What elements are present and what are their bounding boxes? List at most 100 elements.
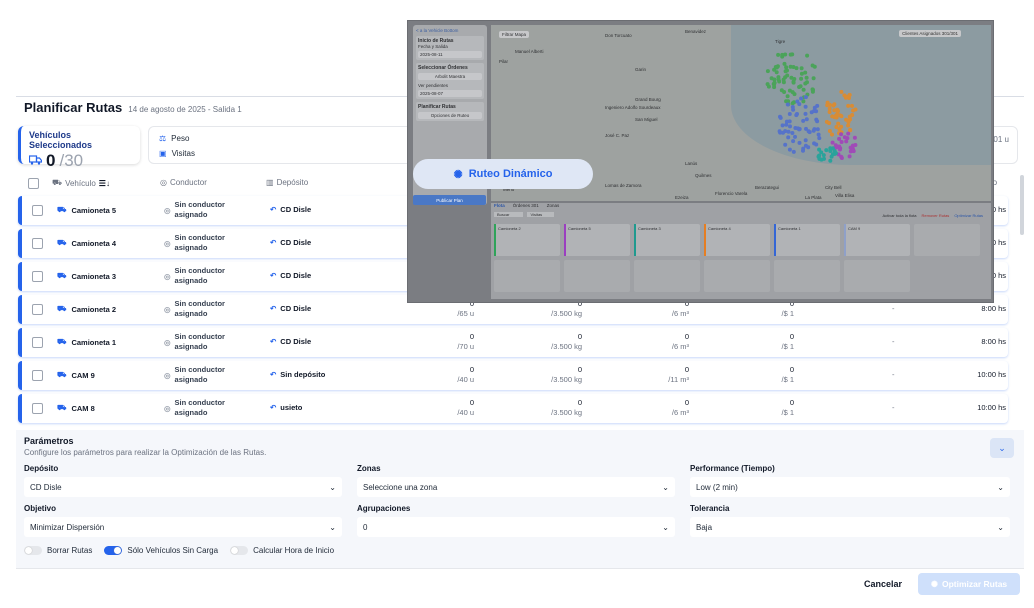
select-all-checkbox[interactable] <box>28 178 39 189</box>
tolerancia-select[interactable]: Baja ⌄ <box>690 517 1010 537</box>
map-marker <box>828 149 833 153</box>
map-marker <box>786 129 791 134</box>
map-marker <box>803 81 808 86</box>
preview-tab-zonas: Zonas <box>546 203 560 208</box>
driver-name: Sin conductor asignado <box>174 200 225 219</box>
driver-cell[interactable]: ◎ Sin conductor asignado <box>164 299 239 319</box>
vehicle-name: CAM 8 <box>71 403 95 413</box>
map-marker <box>795 112 799 116</box>
driver-cell[interactable]: ◎ Sin conductor asignado <box>164 332 239 352</box>
table-row[interactable]: ⛟ CAM 9 ◎ Sin conductor asignado ↶ Sin depósi… <box>18 361 1008 390</box>
depot-cell[interactable]: ↶ usieto <box>270 403 302 412</box>
col-vehiculo[interactable]: Vehículo <box>65 178 96 188</box>
table-scrollbar[interactable] <box>1020 175 1024 235</box>
map-marker <box>833 151 838 156</box>
return-icon: ↶ <box>270 238 277 247</box>
row-checkbox[interactable] <box>32 271 43 282</box>
driver-icon: ◎ <box>160 178 167 187</box>
card-color-bar <box>634 224 636 256</box>
params-toggles: Borrar Rutas Sólo Vehículos Sin Carga Ca… <box>24 546 334 555</box>
visits-icon: ▣ <box>159 149 167 158</box>
map-marker <box>797 85 802 89</box>
deposito-select[interactable]: CD Disle ⌄ <box>24 477 342 497</box>
row-checkbox[interactable] <box>32 238 43 249</box>
map-marker <box>839 132 844 137</box>
chevron-down-icon: ⌄ <box>329 482 336 492</box>
preview-inicio-rutas: Inicio de Rutas <box>418 38 454 44</box>
performance-select[interactable]: Low (2 min) ⌄ <box>690 477 1010 497</box>
depot-cell[interactable]: ↶ CD Disle <box>270 205 311 214</box>
map-marker <box>847 114 852 119</box>
table-row[interactable]: ⛟ CAM 8 ◎ Sin conductor asignado ↶ usieto 0/40… <box>18 394 1008 423</box>
weight-icon: ⚖ <box>159 134 167 143</box>
preview-activar-flota: Activar toda la flota <box>882 213 917 218</box>
solo-sin-carga-toggle[interactable] <box>104 546 123 555</box>
start-time-cell: 10:00 hs <box>977 370 1006 379</box>
map-marker <box>836 109 840 113</box>
vehicle-cell: ⛟ Camioneta 3 <box>57 271 116 281</box>
map-marker <box>812 141 817 146</box>
driver-cell[interactable]: ◎ Sin conductor asignado <box>164 200 239 220</box>
vehicle-cell: ⛟ CAM 9 <box>57 370 95 380</box>
tolerancia-label: Tolerancia <box>690 504 730 513</box>
map-place-label: San Miguel <box>635 117 658 122</box>
map-marker <box>774 70 779 75</box>
driver-cell[interactable]: ◎ Sin conductor asignado <box>164 233 239 253</box>
map-marker <box>821 153 826 158</box>
map-marker <box>817 147 822 152</box>
vehicle-name: Camioneta 2 <box>71 304 117 314</box>
cancel-button[interactable]: Cancelar <box>863 579 902 589</box>
vehicle-name: Camioneta 5 <box>71 205 117 215</box>
volume-cell: 0/6 m³ <box>671 398 689 417</box>
driver-cell[interactable]: ◎ Sin conductor asignado <box>164 398 239 418</box>
depot-cell[interactable]: ↶ CD Disle <box>270 304 311 313</box>
map-marker <box>801 87 806 92</box>
sort-icon[interactable]: ☰↓ <box>98 178 110 188</box>
driver-name: Sin conductor asignado <box>174 266 225 285</box>
zonas-value: Seleccione una zona <box>363 482 438 492</box>
map-marker <box>851 148 856 153</box>
zonas-select[interactable]: Seleccione una zona ⌄ <box>357 477 675 497</box>
calcular-hora-toggle[interactable] <box>230 546 249 555</box>
map-marker <box>810 63 815 68</box>
deposito-field: Depósito CD Disle ⌄ <box>24 464 342 497</box>
map-marker <box>791 65 796 69</box>
card-color-bar <box>774 224 776 256</box>
preview-vehicle-card: Camioneta 5 <box>564 224 630 256</box>
row-checkbox[interactable] <box>32 205 43 216</box>
driver-cell[interactable]: ◎ Sin conductor asignado <box>164 365 239 385</box>
agrupaciones-label: Agrupaciones <box>357 504 411 513</box>
truck-icon: ⛟ <box>57 304 67 313</box>
borrar-rutas-toggle[interactable] <box>24 546 42 555</box>
preview-ver-pendientes: Ver pendientes <box>418 83 449 88</box>
preview-empty-card <box>494 260 560 292</box>
vehicle-name: Camioneta 4 <box>71 238 117 248</box>
units-cell: 0/40 u <box>457 365 474 384</box>
map-marker <box>847 154 852 159</box>
depot-cell[interactable]: ↶ CD Disle <box>270 238 311 247</box>
map-marker <box>815 127 820 132</box>
optimize-routes-button[interactable]: ✺ Optimizar Rutas <box>918 573 1020 595</box>
row-checkbox[interactable] <box>32 403 43 414</box>
row-checkbox[interactable] <box>32 370 43 381</box>
map-marker <box>827 106 832 111</box>
depot-cell[interactable]: ↶ CD Disle <box>270 337 311 346</box>
objetivo-label: Objetivo <box>24 504 57 513</box>
driver-cell[interactable]: ◎ Sin conductor asignado <box>164 266 239 286</box>
depot-cell[interactable]: ↶ CD Disle <box>270 271 311 280</box>
map-marker <box>834 113 839 118</box>
weight-cell: 0/3.500 kg <box>551 398 582 417</box>
map-marker <box>781 80 786 85</box>
row-checkbox[interactable] <box>32 304 43 315</box>
depot-cell[interactable]: ↶ Sin depósito <box>270 370 325 379</box>
map-marker <box>852 135 857 140</box>
agrupaciones-select[interactable]: 0 ⌄ <box>357 517 675 537</box>
objetivo-select[interactable]: Minimizar Dispersión ⌄ <box>24 517 342 537</box>
truck-icon: ⛟ <box>57 337 67 346</box>
collapse-params-button[interactable]: ⌄ <box>990 438 1014 458</box>
start-time-cell: 8:00 hs <box>981 304 1006 313</box>
truck-icon: ⛟ <box>57 238 67 247</box>
table-row[interactable]: ⛟ Camioneta 1 ◎ Sin conductor asignado ↶ CD D… <box>18 328 1008 357</box>
preview-vehicle-card: Camioneta 2 <box>494 224 560 256</box>
row-checkbox[interactable] <box>32 337 43 348</box>
